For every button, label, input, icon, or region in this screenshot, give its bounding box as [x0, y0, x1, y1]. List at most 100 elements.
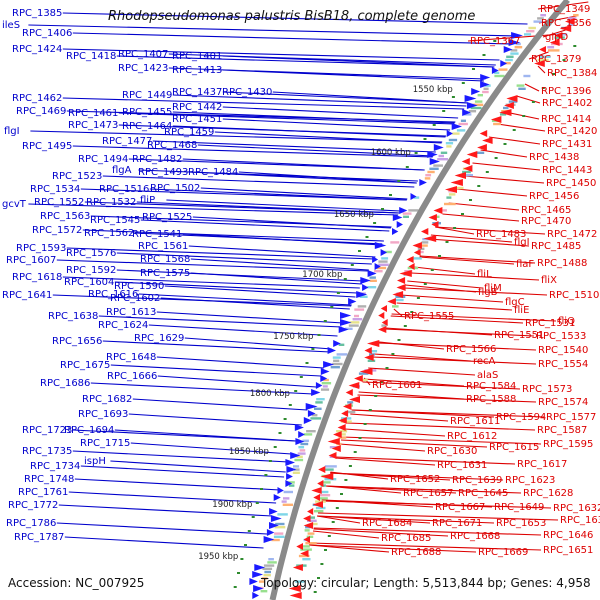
forward-gene-label[interactable]: RPC_1462	[12, 93, 62, 104]
forward-gene-label[interactable]: RPC_1593	[16, 243, 66, 254]
forward-gene-label[interactable]: RPC_1534	[30, 184, 80, 195]
reverse-gene-label[interactable]: RPC_1555	[404, 311, 454, 322]
reverse-gene-label[interactable]: RPC_1456	[529, 191, 579, 202]
reverse-gene-label[interactable]: RPC_1623	[505, 475, 555, 486]
reverse-gene-label[interactable]: RPC_1631	[437, 460, 487, 471]
forward-gene-label[interactable]: RPC_1624	[98, 320, 148, 331]
forward-gene-label[interactable]: ileS	[2, 20, 20, 31]
forward-gene-label[interactable]: RPC_1761	[18, 487, 68, 498]
reverse-gene-label[interactable]: RPC_1443	[542, 165, 592, 176]
reverse-gene-label[interactable]: RPC_1379	[531, 54, 581, 65]
forward-gene-label[interactable]: RPC_1494	[78, 154, 128, 165]
forward-gene-label[interactable]: RPC_1715	[80, 438, 130, 449]
reverse-gene-label[interactable]: RPC_1540	[538, 345, 588, 356]
forward-gene-label[interactable]: RPC_1772	[8, 500, 58, 511]
reverse-gene-label[interactable]: flgI	[514, 237, 530, 248]
forward-gene-label[interactable]: RPC_1385	[12, 8, 62, 19]
reverse-gene-label[interactable]: RPC_1669	[478, 547, 528, 558]
reverse-gene-label[interactable]: RPC_1645	[458, 488, 508, 499]
reverse-gene-label[interactable]: RPC_1595	[543, 439, 593, 450]
forward-gene-label[interactable]: RPC_1607	[6, 255, 56, 266]
forward-gene-label[interactable]: RPC_1604	[64, 277, 114, 288]
reverse-gene-label[interactable]: RPC_1667	[435, 502, 485, 513]
reverse-gene-label[interactable]: fliQ	[558, 316, 575, 327]
reverse-gene-label[interactable]: RPC_1635	[560, 515, 600, 526]
reverse-gene-label[interactable]: flgC	[505, 297, 525, 308]
forward-gene-label[interactable]: RPC_1656	[52, 336, 102, 347]
forward-gene-label[interactable]: RPC_1563	[40, 211, 90, 222]
reverse-gene-label[interactable]: RPC_1594	[496, 412, 546, 423]
reverse-gene-label[interactable]: RPC_1652	[390, 474, 440, 485]
forward-gene-label[interactable]: RPC_1477	[102, 136, 152, 147]
forward-gene-label[interactable]: RPC_1568	[140, 254, 190, 265]
reverse-gene-label[interactable]: RPC_1483	[476, 229, 526, 240]
forward-gene-label[interactable]: RPC_1572	[32, 225, 82, 236]
reverse-gene-label[interactable]: RPC_1485	[531, 241, 581, 252]
reverse-gene-label[interactable]: RPC_1470	[521, 216, 571, 227]
reverse-gene-label[interactable]: fliX	[541, 275, 557, 286]
reverse-gene-label[interactable]: RPC_1574	[538, 397, 588, 408]
forward-gene-label[interactable]: RPC_1561	[138, 241, 188, 252]
reverse-gene-label[interactable]: RPC_1349	[540, 4, 590, 15]
forward-gene-label[interactable]: RPC_1545	[90, 215, 140, 226]
forward-gene-label[interactable]: ispH	[84, 456, 106, 467]
reverse-gene-label[interactable]: RPC_1584	[466, 381, 516, 392]
forward-gene-label[interactable]: RPC_1525	[142, 212, 192, 223]
reverse-gene-label[interactable]: RPC_1657	[403, 488, 453, 499]
forward-gene-label[interactable]: RPC_1541	[132, 229, 182, 240]
forward-gene-label[interactable]: RPC_1407	[118, 49, 168, 60]
reverse-gene-label[interactable]: RPC_1617	[517, 459, 567, 470]
reverse-gene-label[interactable]: RPC_1402	[542, 98, 592, 109]
reverse-gene-label[interactable]: RPC_1628	[523, 488, 573, 499]
forward-gene-label[interactable]: RPC_1482	[132, 154, 182, 165]
forward-gene-label[interactable]: RPC_1618	[12, 272, 62, 283]
reverse-gene-label[interactable]: RPC_1384	[547, 68, 597, 79]
reverse-gene-label[interactable]: RPC_1367	[470, 36, 520, 47]
forward-gene-label[interactable]: RPC_1735	[22, 446, 72, 457]
forward-gene-label[interactable]: RPC_1413	[172, 65, 222, 76]
forward-gene-label[interactable]: RPC_1638	[48, 311, 98, 322]
reverse-gene-label[interactable]: RPC_1356	[541, 18, 591, 29]
forward-gene-label[interactable]: RPC_1493	[138, 167, 188, 178]
reverse-gene-label[interactable]: RPC_1649	[494, 502, 544, 513]
forward-gene-label[interactable]: RPC_1734	[30, 461, 80, 472]
reverse-gene-label[interactable]: RPC_1554	[538, 359, 588, 370]
forward-gene-label[interactable]: RPC_1666	[107, 371, 157, 382]
reverse-gene-label[interactable]: RPC_1630	[427, 446, 477, 457]
reverse-gene-label[interactable]: RPC_1431	[542, 139, 592, 150]
forward-gene-label[interactable]: RPC_1442	[172, 102, 222, 113]
reverse-gene-label[interactable]: RPC_1533	[536, 331, 586, 342]
reverse-gene-label[interactable]: RPC_1465	[521, 205, 571, 216]
forward-gene-label[interactable]: RPC_1449	[122, 90, 172, 101]
reverse-gene-label[interactable]: RPC_1472	[547, 229, 597, 240]
forward-gene-label[interactable]: RPC_1473	[68, 120, 118, 131]
forward-gene-label[interactable]: fliP	[140, 195, 155, 206]
forward-gene-label[interactable]: RPC_1592	[66, 265, 116, 276]
forward-gene-label[interactable]: RPC_1786	[6, 518, 56, 529]
forward-gene-label[interactable]: RPC_1694	[64, 425, 114, 436]
reverse-gene-label[interactable]: fliL	[477, 269, 492, 280]
forward-gene-label[interactable]: RPC_1616	[88, 289, 138, 300]
forward-gene-label[interactable]: RPC_1575	[140, 268, 190, 279]
forward-gene-label[interactable]: RPC_1648	[106, 352, 156, 363]
forward-gene-label[interactable]: RPC_1468	[147, 140, 197, 151]
forward-gene-label[interactable]: RPC_1464	[122, 121, 172, 132]
reverse-gene-label[interactable]: RPC_1420	[547, 126, 597, 137]
reverse-gene-label[interactable]: RPC_1551	[494, 330, 544, 341]
forward-gene-label[interactable]: RPC_1430	[222, 87, 272, 98]
reverse-gene-label[interactable]: glpD	[545, 32, 568, 43]
forward-gene-label[interactable]: RPC_1424	[12, 44, 62, 55]
reverse-gene-label[interactable]: RPC_1531	[525, 318, 575, 329]
forward-gene-label[interactable]: RPC_1401	[172, 51, 222, 62]
reverse-gene-label[interactable]: RPC_1653	[496, 518, 546, 529]
reverse-gene-label[interactable]: RPC_1588	[466, 394, 516, 405]
forward-gene-label[interactable]: RPC_1451	[172, 114, 222, 125]
reverse-gene-label[interactable]: RPC_1510	[549, 290, 599, 301]
forward-gene-label[interactable]: RPC_1523	[52, 171, 102, 182]
forward-gene-label[interactable]: RPC_1469	[16, 106, 66, 117]
reverse-gene-label[interactable]: RPC_1612	[447, 431, 497, 442]
forward-gene-label[interactable]: RPC_1437	[172, 87, 222, 98]
forward-gene-label[interactable]: RPC_1552	[34, 197, 84, 208]
reverse-gene-label[interactable]: RPC_1615	[489, 442, 539, 453]
forward-gene-label[interactable]: RPC_1748	[24, 474, 74, 485]
